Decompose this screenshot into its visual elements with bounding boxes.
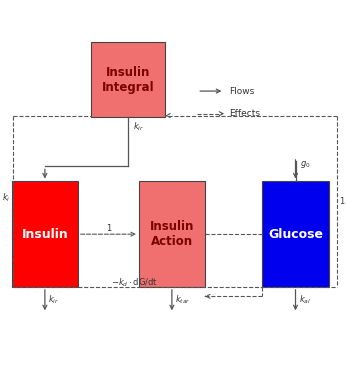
Bar: [91, 42, 165, 118]
Text: $k_{ir}$: $k_{ir}$: [48, 294, 60, 306]
Text: Flows: Flows: [229, 87, 255, 96]
Text: 1: 1: [339, 197, 344, 206]
Bar: [12, 181, 78, 287]
Text: Insulin: Insulin: [21, 228, 68, 241]
Text: $k_{ir}$: $k_{ir}$: [133, 121, 144, 133]
Text: Glucose: Glucose: [268, 228, 323, 241]
Text: Insulin
Integral: Insulin Integral: [101, 66, 154, 94]
Text: $g_0$: $g_0$: [300, 159, 310, 170]
Text: 1: 1: [106, 224, 111, 233]
Bar: [139, 181, 205, 287]
Text: $k_i$: $k_i$: [1, 191, 10, 204]
Text: Insulin
Action: Insulin Action: [150, 220, 194, 248]
Text: Effects: Effects: [229, 109, 261, 118]
Text: $k_{al}$: $k_{al}$: [299, 294, 311, 306]
Bar: [263, 181, 328, 287]
Text: $-k_d\cdot$dG/dt: $-k_d\cdot$dG/dt: [111, 276, 158, 289]
Text: $k_{tar}$: $k_{tar}$: [175, 294, 191, 306]
